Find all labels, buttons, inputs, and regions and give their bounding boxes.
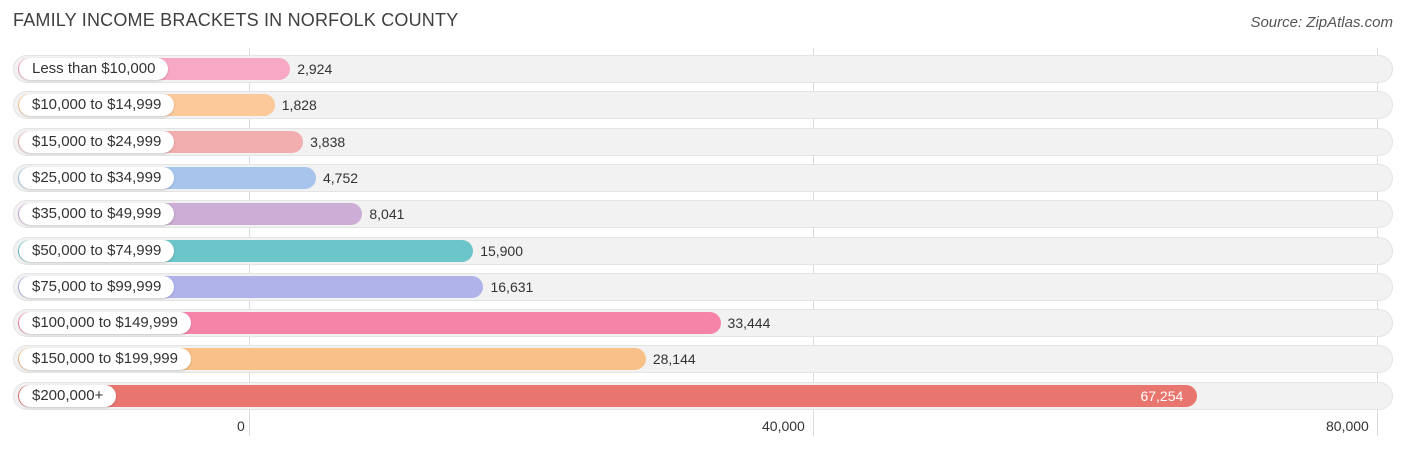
value-label: 1,828 [281,97,317,113]
value-label: 4,752 [323,170,359,186]
value-label: 8,041 [369,206,405,222]
category-label: $150,000 to $199,999 [19,348,191,370]
value-label: 16,631 [490,279,534,295]
chart-title: FAMILY INCOME BRACKETS IN NORFOLK COUNTY [13,10,459,30]
x-tick-label: 40,000 [762,418,805,434]
source-label: Source: ZipAtlas.com [1250,14,1393,31]
value-label: 3,838 [310,134,346,150]
category-label: $25,000 to $34,999 [19,167,175,189]
value-label: 15,900 [480,243,524,259]
category-label: $50,000 to $74,999 [19,240,175,262]
x-tick-label: 80,000 [1326,418,1369,434]
category-label: $200,000+ [19,385,117,407]
value-label: 28,144 [652,351,696,367]
category-label: $10,000 to $14,999 [19,94,175,116]
value-label: 67,254 [1140,388,1184,404]
category-label: $15,000 to $24,999 [19,131,175,153]
category-label: $100,000 to $149,999 [19,312,191,334]
category-label: $35,000 to $49,999 [19,203,175,225]
bar[interactable] [18,312,721,334]
value-label: 2,924 [297,61,333,77]
value-label: 33,444 [727,315,771,331]
x-tick-label: 0 [237,418,245,434]
category-label: Less than $10,000 [19,58,169,80]
category-label: $75,000 to $99,999 [19,276,175,298]
bar[interactable] [18,385,1198,407]
